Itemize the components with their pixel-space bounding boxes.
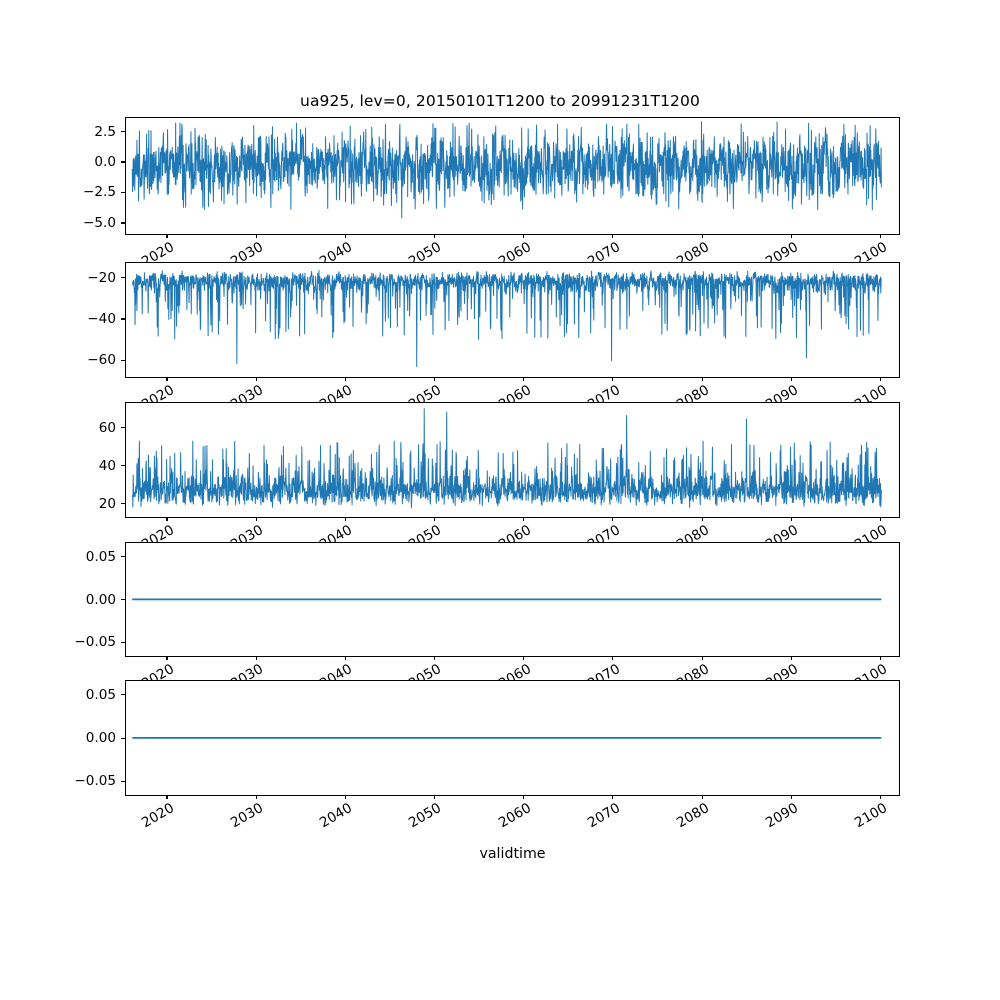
y-tick-mark	[121, 599, 125, 601]
x-tick-mark	[255, 656, 257, 660]
x-tick-label: 2100	[852, 800, 891, 832]
x-tick-mark	[879, 377, 881, 381]
x-tick-label: 2050	[406, 800, 445, 832]
y-tick-label-numnan: 0.05	[85, 686, 116, 703]
plot-line-nummasked	[132, 598, 882, 601]
y-tick-mark	[121, 222, 125, 224]
x-axis-label: validtime	[479, 846, 546, 862]
subplot-fieldmean	[125, 117, 900, 235]
x-tick-mark	[790, 377, 792, 381]
x-tick-label: 2060	[495, 800, 534, 832]
figure-title: ua925, lev=0, 20150101T1200 to 20991231T…	[300, 92, 700, 110]
x-tick-mark	[523, 377, 525, 381]
x-tick-mark	[790, 517, 792, 521]
x-tick-label: 2030	[228, 800, 267, 832]
x-tick-mark	[344, 234, 346, 238]
x-tick-mark	[790, 234, 792, 238]
x-tick-mark	[433, 377, 436, 381]
y-tick-label-fieldmax: 60	[98, 419, 116, 436]
y-tick-label-fieldmax: 40	[98, 457, 116, 474]
x-tick-mark	[879, 795, 881, 799]
y-tick-label-fieldmin: −40	[87, 310, 116, 327]
x-tick-mark	[879, 656, 881, 660]
y-tick-label-fieldmin: −60	[87, 352, 116, 369]
x-tick-mark	[612, 656, 614, 660]
y-tick-mark	[121, 427, 125, 429]
x-tick-mark	[255, 795, 257, 799]
x-tick-mark	[433, 795, 436, 799]
plot-line-fieldmean	[131, 121, 882, 219]
x-tick-mark	[255, 517, 257, 521]
y-tick-label-fieldmean: 2.5	[94, 123, 116, 140]
x-tick-mark	[166, 234, 168, 238]
x-tick-mark	[433, 234, 436, 238]
x-tick-mark	[612, 377, 614, 381]
x-tick-mark	[344, 377, 346, 381]
x-tick-mark	[344, 656, 346, 660]
subplot-numnan	[125, 680, 900, 796]
y-tick-mark	[121, 641, 125, 643]
x-tick-label: 2090	[763, 800, 802, 832]
x-tick-mark	[255, 377, 257, 381]
y-tick-mark	[121, 465, 125, 467]
x-tick-mark	[344, 795, 346, 799]
x-tick-mark	[879, 517, 881, 521]
x-tick-mark	[523, 234, 525, 238]
x-tick-mark	[701, 234, 703, 238]
x-tick-label: 2080	[674, 800, 712, 832]
x-tick-mark	[879, 234, 881, 238]
y-tick-label-numnan: −0.05	[74, 773, 116, 790]
y-tick-label-fieldmean: −2.5	[82, 184, 116, 201]
y-tick-label-fieldmin: −20	[87, 269, 116, 286]
y-tick-label-nummasked: 0.00	[85, 591, 116, 608]
y-tick-label-numnan: 0.00	[85, 730, 116, 746]
x-tick-mark	[612, 234, 614, 238]
y-tick-mark	[121, 556, 125, 558]
x-tick-mark	[433, 517, 436, 521]
x-tick-mark	[166, 656, 168, 660]
subplot-nummasked	[125, 542, 900, 657]
x-tick-mark	[523, 517, 525, 521]
y-tick-label-fieldmean: −5.0	[82, 214, 116, 231]
plot-line-fieldmax	[131, 408, 882, 509]
x-tick-mark	[166, 795, 168, 799]
y-tick-mark	[121, 737, 125, 739]
plot-line-fieldmin	[131, 270, 882, 367]
y-tick-mark	[121, 161, 125, 163]
y-tick-mark	[121, 780, 125, 782]
x-tick-mark	[612, 517, 614, 521]
x-tick-mark	[790, 656, 792, 660]
x-tick-mark	[166, 517, 168, 521]
y-tick-mark	[121, 318, 125, 320]
y-tick-mark	[121, 359, 125, 361]
x-tick-mark	[701, 795, 703, 799]
subplot-fieldmin	[125, 262, 900, 378]
y-tick-label-nummasked: 0.05	[85, 548, 116, 565]
y-tick-label-nummasked: −0.05	[74, 634, 116, 651]
x-tick-mark	[166, 377, 168, 381]
y-tick-mark	[121, 694, 125, 696]
x-tick-mark	[523, 656, 525, 660]
x-tick-mark	[344, 517, 346, 521]
x-tick-mark	[701, 656, 703, 660]
x-tick-mark	[701, 377, 703, 381]
subplot-fieldmax	[125, 402, 900, 518]
x-tick-label: 2040	[317, 800, 356, 832]
y-tick-mark	[121, 503, 125, 505]
y-tick-label-fieldmean: 0.0	[94, 153, 116, 170]
y-tick-mark	[121, 277, 125, 279]
x-tick-mark	[612, 795, 614, 799]
x-tick-mark	[701, 517, 703, 521]
y-tick-mark	[121, 131, 125, 133]
x-tick-mark	[255, 234, 257, 238]
x-tick-mark	[790, 795, 792, 799]
x-tick-mark	[523, 795, 525, 799]
y-tick-label-fieldmax: 20	[98, 495, 116, 512]
x-tick-mark	[433, 656, 436, 660]
plot-line-numnan	[132, 737, 882, 739]
x-tick-label: 2070	[584, 800, 623, 832]
x-tick-label: 2020	[138, 800, 177, 832]
y-tick-mark	[121, 191, 125, 194]
